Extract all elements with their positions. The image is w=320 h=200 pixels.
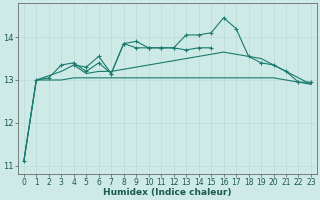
X-axis label: Humidex (Indice chaleur): Humidex (Indice chaleur)	[103, 188, 232, 197]
